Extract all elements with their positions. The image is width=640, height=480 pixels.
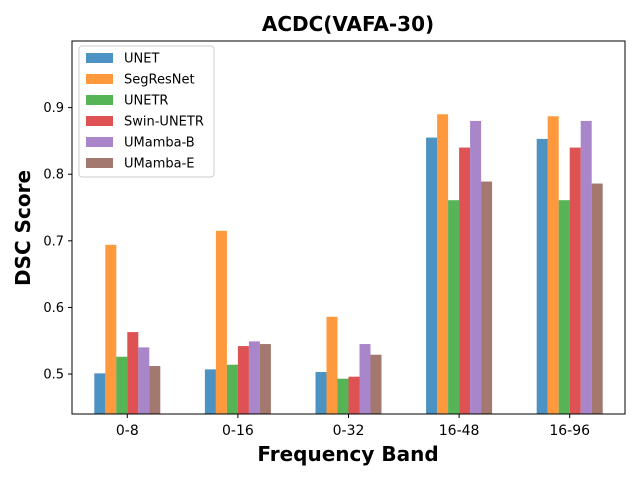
bar-swin-unetr-16-96 — [569, 147, 581, 415]
legend-swatch — [86, 137, 113, 147]
y-tick-label: 0.7 — [43, 234, 64, 249]
x-tick-label: 16-48 — [439, 423, 480, 439]
bar-segresnet-16-48 — [437, 114, 449, 415]
legend-swatch — [86, 74, 113, 84]
legend: UNET SegResNet UNETR Swin-UNETR UMamba-B UMam… — [78, 45, 215, 178]
legend-swatch — [86, 95, 113, 105]
bar-swin-unetr-0-16 — [237, 346, 249, 414]
bar-umamba-b-0-32 — [359, 344, 371, 414]
bar-unet-0-16 — [204, 369, 216, 414]
bar-unetr-16-96 — [558, 200, 570, 414]
legend-swatch — [86, 116, 113, 126]
bar-umamba-e-16-48 — [481, 181, 493, 414]
bar-unet-16-96 — [536, 138, 548, 414]
bar-umamba-b-0-8 — [138, 347, 150, 414]
bar-unet-16-48 — [426, 137, 438, 414]
bar-swin-unetr-0-8 — [127, 332, 139, 414]
legend-swatch — [86, 53, 113, 63]
chart-title: ACDC(VAFA-30) — [262, 12, 434, 36]
y-tick-label: 0.5 — [43, 368, 64, 383]
x-tick-label: 0-32 — [333, 423, 365, 439]
bar-unetr-0-16 — [226, 364, 238, 414]
bar-umamba-b-16-48 — [470, 120, 482, 414]
bar-swin-unetr-16-48 — [459, 147, 471, 415]
bar-unet-0-8 — [94, 373, 106, 414]
bar-swin-unetr-0-32 — [348, 376, 360, 414]
legend-label: SegResNet — [124, 73, 195, 88]
bar-unet-0-32 — [315, 372, 327, 414]
legend-swatch — [86, 158, 113, 168]
bar-umamba-b-16-96 — [580, 120, 592, 414]
y-tick-label: 0.6 — [43, 301, 64, 316]
y-tick-label: 0.9 — [43, 101, 64, 116]
bars-group — [94, 114, 603, 415]
legend-label: UMamba-E — [124, 157, 194, 172]
bar-umamba-b-0-16 — [248, 341, 260, 414]
y-tick-label: 0.8 — [43, 168, 64, 183]
bar-umamba-e-0-32 — [370, 354, 382, 414]
legend-label: UMamba-B — [124, 136, 195, 151]
x-tick-label: 16-96 — [549, 423, 590, 439]
bar-unetr-16-48 — [448, 200, 460, 414]
bar-unetr-0-32 — [337, 378, 349, 414]
x-tick-label: 0-8 — [116, 423, 139, 439]
bar-umamba-e-16-96 — [591, 183, 603, 414]
bar-umamba-e-0-8 — [149, 366, 161, 414]
legend-label: Swin-UNETR — [124, 115, 204, 130]
legend-label: UNET — [124, 52, 159, 67]
bar-segresnet-0-8 — [105, 244, 117, 414]
bar-unetr-0-8 — [116, 356, 128, 414]
bar-segresnet-16-96 — [547, 116, 559, 414]
x-axis-label: Frequency Band — [257, 442, 438, 466]
y-axis: 0.5 0.6 0.7 0.8 0.9 — [43, 101, 72, 383]
bar-segresnet-0-16 — [215, 230, 227, 414]
legend-label: UNETR — [124, 94, 168, 109]
y-axis-label: DSC Score — [11, 170, 35, 286]
bar-segresnet-0-32 — [326, 316, 338, 414]
x-axis: 0-8 0-16 0-32 16-48 16-96 — [116, 414, 590, 439]
bar-umamba-e-0-16 — [259, 344, 271, 414]
x-tick-label: 0-16 — [222, 423, 254, 439]
